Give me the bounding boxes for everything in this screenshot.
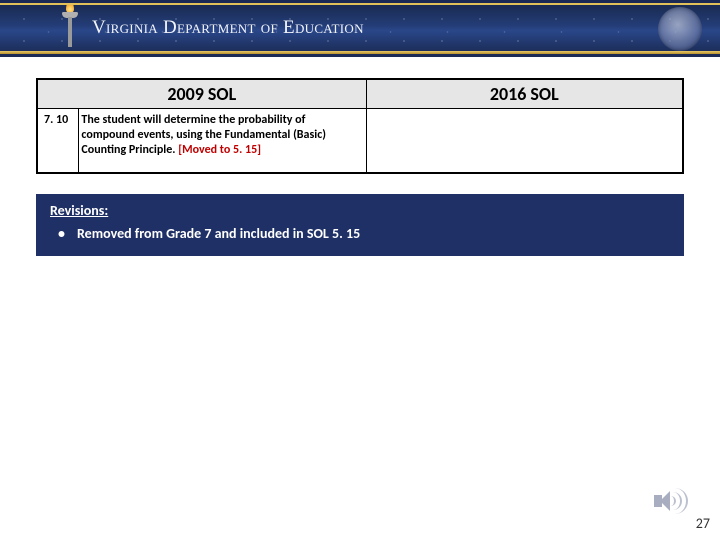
sol-description: The student will determine the probabili…	[79, 109, 366, 173]
sol-comparison-table: 2009 SOL 2016 SOL 7. 10 The student will…	[36, 78, 684, 174]
col-header-2009: 2009 SOL	[37, 79, 366, 109]
sol-moved-note: [Moved to 5. 15]	[178, 143, 261, 157]
revisions-list: Removed from Grade 7 and included in SOL…	[50, 225, 672, 242]
col-header-2016: 2016 SOL	[366, 79, 683, 109]
revisions-title: Revisions:	[50, 202, 672, 219]
sol-2016-cell	[366, 109, 683, 173]
torch-icon	[58, 3, 82, 51]
header-banner: Virginia Department of Education	[0, 3, 720, 51]
list-item: Removed from Grade 7 and included in SOL…	[58, 225, 672, 242]
page-number: 27	[696, 515, 710, 532]
state-seal-icon	[658, 7, 702, 51]
table-row: 7. 10 The student will determine the pro…	[37, 109, 683, 173]
department-name: Virginia Department of Education	[92, 17, 364, 39]
bottom-navy-rule	[0, 54, 720, 57]
speaker-icon[interactable]	[654, 486, 688, 516]
slide: Virginia Department of Education 2009 SO…	[0, 0, 720, 540]
sol-code: 7. 10	[37, 109, 79, 173]
revisions-box: Revisions: Removed from Grade 7 and incl…	[36, 194, 684, 256]
table-header-row: 2009 SOL 2016 SOL	[37, 79, 683, 109]
